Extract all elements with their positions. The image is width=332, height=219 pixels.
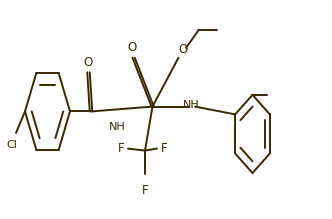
Text: O: O xyxy=(128,41,137,54)
Text: F: F xyxy=(161,142,167,155)
Text: O: O xyxy=(179,43,188,56)
Text: F: F xyxy=(118,142,124,155)
Text: Cl: Cl xyxy=(7,140,18,150)
Text: NH: NH xyxy=(183,100,200,110)
Text: F: F xyxy=(142,184,148,197)
Text: O: O xyxy=(84,56,93,69)
Text: NH: NH xyxy=(109,122,126,132)
